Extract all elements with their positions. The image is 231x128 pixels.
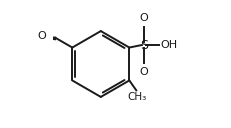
Text: S: S — [139, 39, 147, 51]
Text: O: O — [37, 31, 46, 41]
Text: CH₃: CH₃ — [127, 93, 146, 103]
Text: O: O — [139, 67, 148, 77]
Text: O: O — [139, 13, 148, 23]
Text: OH: OH — [160, 40, 177, 50]
